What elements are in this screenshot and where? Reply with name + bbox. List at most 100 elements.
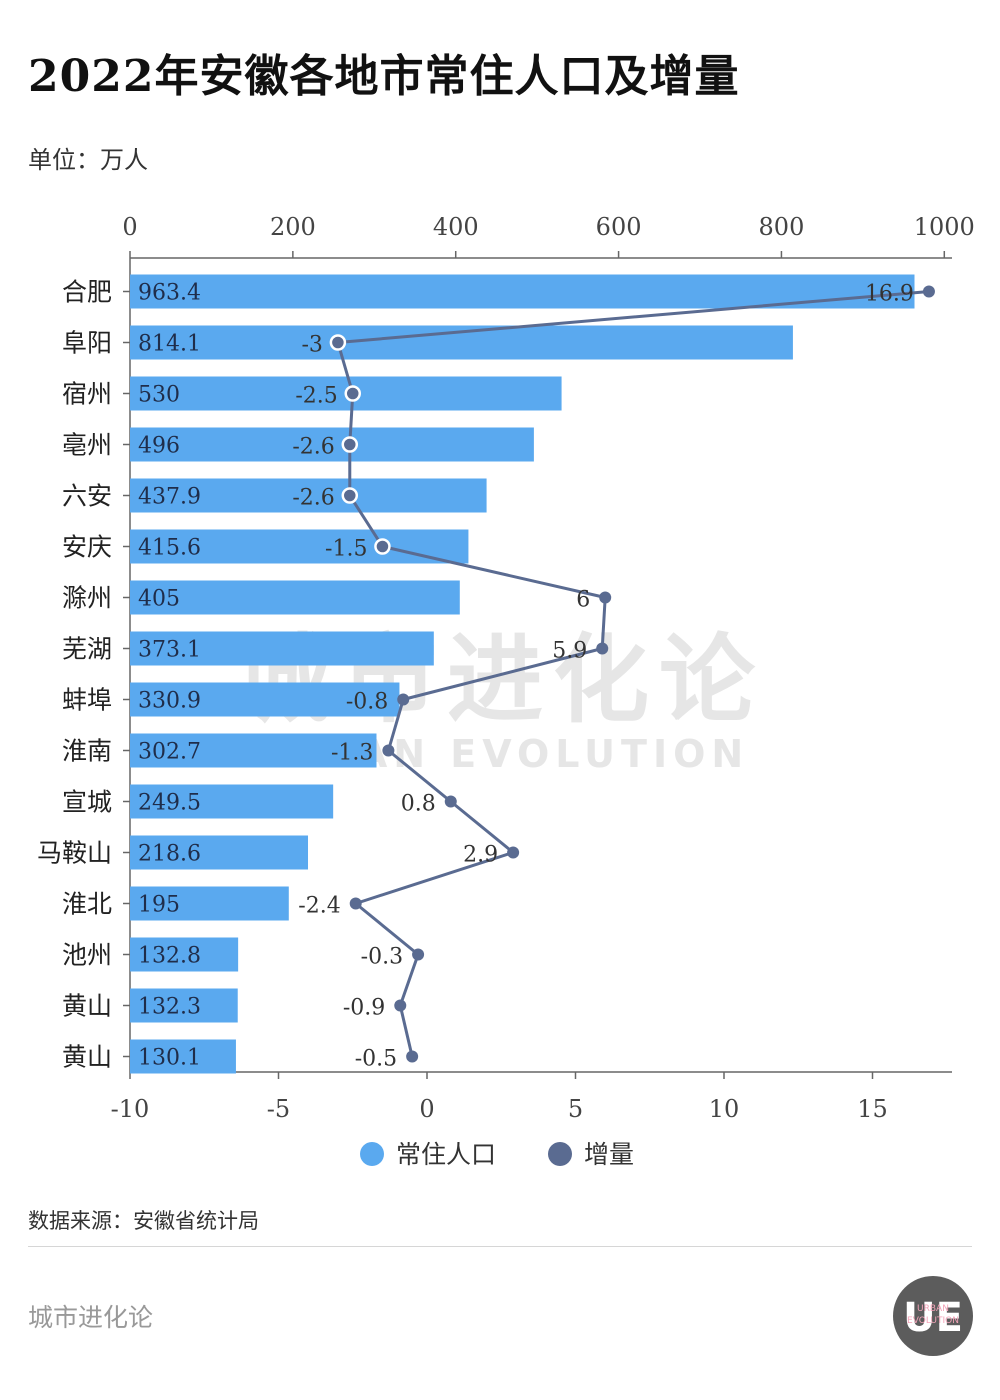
category-label: 安庆 [62, 533, 112, 562]
increment-value-label: -3 [301, 333, 322, 358]
population-bar [130, 478, 487, 513]
increment-value-label: -1.3 [331, 741, 373, 766]
population-value-label: 405 [138, 587, 180, 612]
category-label: 六安 [62, 482, 112, 511]
increment-value-label: 16.9 [865, 282, 914, 307]
legend-increment-marker [548, 1142, 572, 1166]
top-axis-tick-label: 600 [596, 213, 642, 241]
category-label: 宣城 [62, 788, 112, 817]
increment-value-label: -1.5 [325, 537, 367, 562]
increment-point [344, 385, 361, 402]
increment-value-label: 6 [576, 588, 590, 613]
population-bar [130, 784, 334, 819]
increment-value-label: -2.4 [298, 894, 340, 919]
increment-value-label: 0.8 [401, 792, 436, 817]
population-bar [130, 682, 400, 717]
increment-point [596, 642, 609, 655]
population-bar [130, 529, 469, 564]
increment-value-label: 5.9 [552, 639, 587, 664]
category-label: 芜湖 [62, 635, 112, 664]
footer-divider [28, 1246, 972, 1247]
increment-value-label: -2.6 [292, 486, 334, 511]
population-bar [130, 988, 238, 1023]
top-axis-tick-label: 200 [270, 213, 316, 241]
chart-title: 2022年安徽各地市常住人口及增量 [28, 51, 740, 102]
bottom-axis-tick-label: 15 [857, 1095, 888, 1123]
increment-value-label: -0.8 [346, 690, 388, 715]
increment-value-label: -0.3 [361, 945, 403, 970]
bottom-axis-tick-label: 10 [709, 1095, 740, 1123]
population-value-label: 195 [138, 893, 180, 918]
top-axis-tick-label: 800 [759, 213, 805, 241]
category-label: 黄山 [62, 1043, 112, 1072]
increment-point [507, 846, 520, 859]
increment-point [329, 334, 347, 351]
increment-point [349, 897, 362, 910]
category-label: 阜阳 [62, 329, 112, 358]
category-label: 黄山 [62, 992, 112, 1021]
increment-point [394, 999, 407, 1012]
population-bar [130, 835, 309, 870]
category-label: 淮南 [62, 737, 112, 766]
population-value-label: 130.1 [138, 1046, 201, 1071]
population-value-label: 814.1 [138, 332, 201, 357]
population-value-label: 132.8 [138, 944, 201, 969]
category-label: 蚌埠 [62, 686, 112, 715]
category-label: 合肥 [62, 278, 112, 307]
increment-point [341, 487, 359, 504]
population-value-label: 218.6 [138, 842, 201, 867]
category-label: 亳州 [62, 431, 112, 460]
increment-point [599, 591, 612, 604]
increment-point [341, 436, 359, 453]
increment-value-label: -0.5 [355, 1047, 397, 1072]
population-bar [130, 733, 377, 768]
increment-point [382, 744, 395, 757]
increment-point [922, 285, 935, 298]
increment-point [444, 795, 457, 808]
bottom-axis-tick-label: -5 [267, 1095, 290, 1123]
logo-line-1: URBAN [917, 1304, 949, 1314]
population-bar [130, 1039, 236, 1074]
population-bar [130, 886, 289, 921]
increment-value-label: -0.9 [343, 996, 385, 1021]
increment-point [397, 693, 410, 706]
category-label: 宿州 [62, 380, 112, 409]
population-value-label: 530 [138, 383, 180, 408]
logo-line-2: EVOLUTION [907, 1316, 959, 1326]
bottom-axis-tick-label: 5 [568, 1095, 583, 1123]
bottom-axis-tick-label: -10 [111, 1095, 150, 1123]
population-bar [130, 580, 460, 615]
population-value-label: 437.9 [138, 485, 201, 510]
category-label: 淮北 [62, 890, 112, 919]
top-axis-tick-label: 400 [433, 213, 479, 241]
category-label: 池州 [62, 941, 112, 970]
logo-letters: UE [903, 1295, 963, 1341]
top-axis-tick-label: 1000 [914, 213, 975, 241]
legend-increment-label: 增量 [584, 1140, 634, 1169]
source-label: 数据来源：安徽省统计局 [28, 1209, 259, 1233]
bottom-axis-tick-label: 0 [419, 1095, 434, 1123]
increment-line [336, 290, 930, 1057]
legend-population-label: 常住人口 [396, 1140, 496, 1169]
population-bar [130, 937, 239, 972]
population-value-label: 302.7 [138, 740, 201, 765]
brand-logo-icon: UE URBAN EVOLUTION [893, 1276, 973, 1356]
population-bar [130, 427, 534, 462]
brand-label: 城市进化论 [28, 1303, 154, 1332]
increment-point [412, 948, 425, 961]
increment-value-label: 2.9 [463, 843, 498, 868]
population-value-label: 963.4 [138, 281, 201, 306]
top-axis-tick-label: 0 [122, 213, 137, 241]
population-value-label: 496 [138, 434, 180, 459]
population-value-label: 373.1 [138, 638, 201, 663]
population-value-label: 330.9 [138, 689, 201, 714]
population-value-label: 415.6 [138, 536, 201, 561]
population-bar [130, 631, 434, 666]
increment-value-label: -2.6 [292, 435, 334, 460]
population-value-label: 249.5 [138, 791, 201, 816]
population-value-label: 132.3 [138, 995, 201, 1020]
category-label: 滁州 [62, 584, 112, 613]
category-label: 马鞍山 [37, 839, 112, 868]
increment-value-label: -2.5 [295, 384, 337, 409]
